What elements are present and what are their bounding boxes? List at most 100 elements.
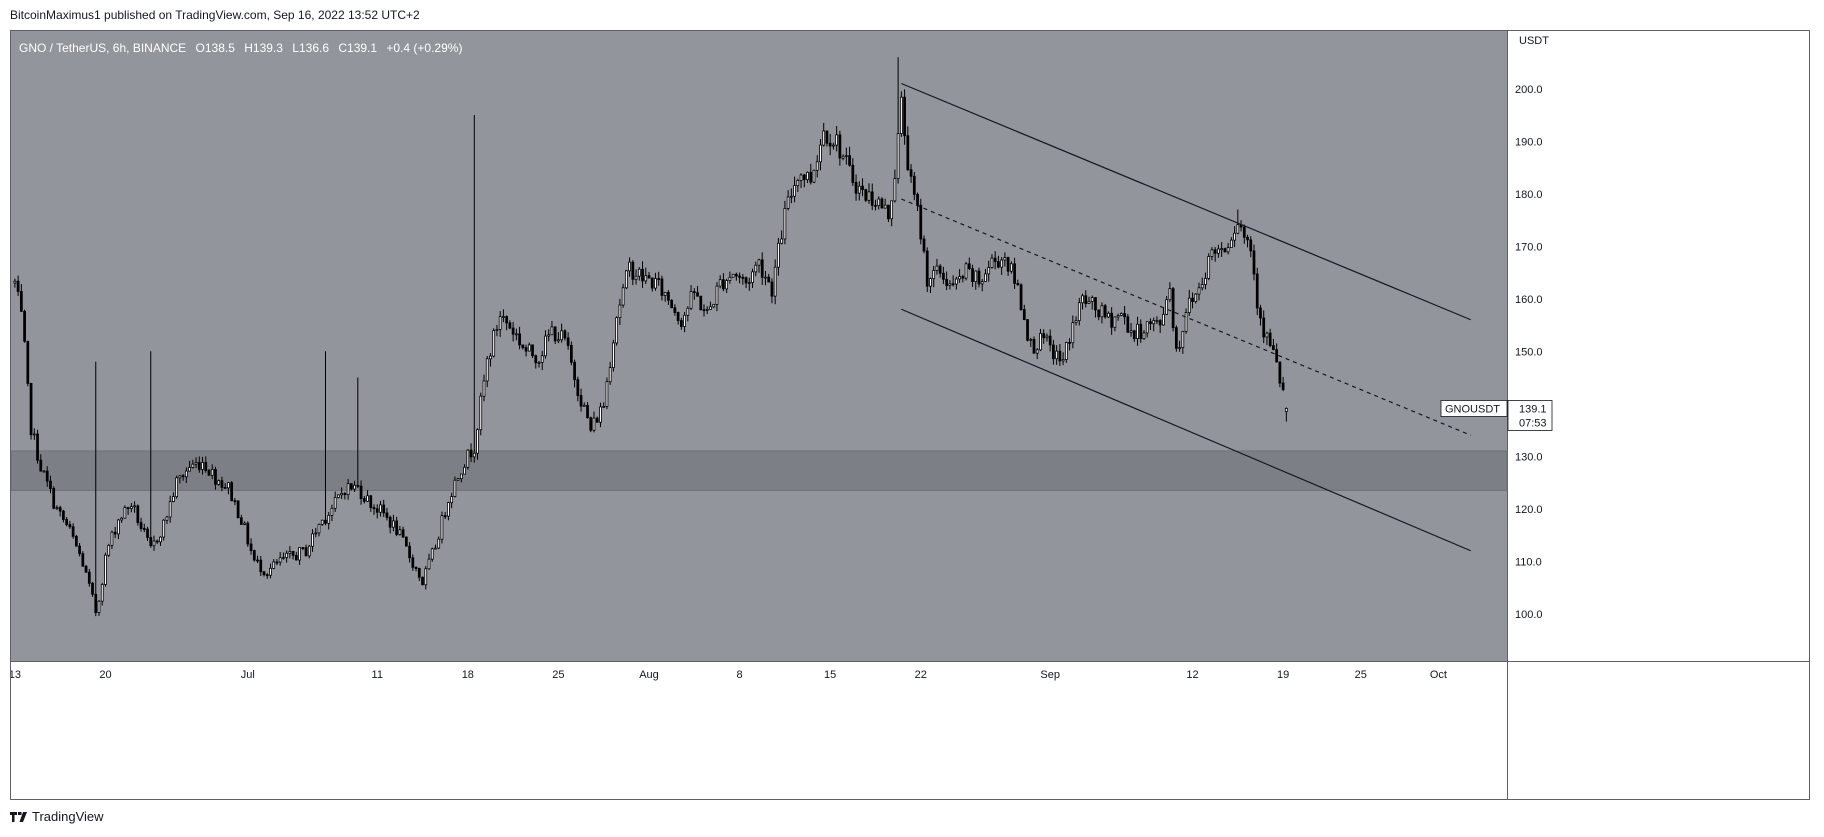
channel-midline-dashed[interactable] <box>901 198 1471 436</box>
candle-body <box>55 507 59 510</box>
symbol-legend: GNO / TetherUS, 6h, BINANCE O138.5 H139.… <box>19 41 462 55</box>
candle-body <box>13 280 17 284</box>
candle-body <box>1068 342 1071 344</box>
candle-body <box>780 238 784 244</box>
candle-body <box>809 171 813 183</box>
candle-body <box>340 492 344 496</box>
candle-body <box>262 571 266 576</box>
candle-body <box>26 340 30 384</box>
channel-lower-line[interactable] <box>901 308 1471 552</box>
candle-body <box>1103 305 1107 318</box>
candle-body <box>417 568 421 578</box>
candle-body <box>366 495 369 502</box>
candle-body <box>447 502 450 517</box>
candle-body <box>62 510 65 520</box>
candle-body <box>1187 297 1191 314</box>
candle-body <box>68 524 72 528</box>
candle-body <box>1268 332 1272 347</box>
candle-body <box>718 279 722 287</box>
candle-body <box>660 278 664 296</box>
candle-body <box>874 204 877 207</box>
candle-body <box>32 433 36 436</box>
candle-body <box>712 303 716 308</box>
candle-body <box>783 207 787 240</box>
candle-body <box>644 275 648 282</box>
candle-body <box>948 283 952 286</box>
candle-body <box>1039 333 1042 351</box>
candle-body <box>851 164 855 183</box>
legend-high-value: 139.3 <box>252 41 283 55</box>
legend-high-label: H <box>244 41 253 55</box>
candle-body <box>844 155 848 157</box>
support-zone[interactable] <box>11 450 1508 491</box>
candle-body <box>217 480 221 485</box>
legend-symbol[interactable]: GNO / TetherUS, 6h, BINANCE <box>19 41 187 55</box>
published-by-line: BitcoinMaximus1 published on TradingView… <box>10 8 420 22</box>
candle-body <box>1081 295 1084 304</box>
candle-body <box>188 467 191 472</box>
candle-body <box>123 507 127 519</box>
candle-body <box>741 276 745 279</box>
candle-body <box>929 278 932 287</box>
candle-body <box>155 540 159 543</box>
candle-body <box>133 505 136 508</box>
last-price-tag[interactable]: GNOUSDT 139.1 07:53 <box>1440 400 1553 431</box>
candle-body <box>793 185 796 197</box>
candle-body <box>767 276 771 283</box>
candle-body <box>49 480 52 489</box>
chart-panel[interactable]: USDT100.0110.0120.0130.0140.0150.0160.01… <box>10 30 1810 800</box>
legend-close-label: C <box>338 41 348 55</box>
candle-body <box>502 316 505 318</box>
candle-body <box>1077 302 1081 322</box>
candle-body <box>246 522 250 545</box>
candle-body <box>1174 327 1178 349</box>
legend-change: +0.4 (+0.29%) <box>386 41 463 55</box>
candle-body <box>74 535 78 547</box>
candle-body <box>828 142 832 147</box>
candle-body <box>1126 316 1130 333</box>
candle-body <box>912 175 916 195</box>
candle-body <box>1265 332 1269 338</box>
candle-body <box>557 339 560 342</box>
candle-body <box>909 169 913 177</box>
price-tick-label: 190.0 <box>1515 136 1543 148</box>
candle-body <box>375 508 379 513</box>
price-tick-label: 180.0 <box>1515 189 1543 201</box>
candle-body <box>159 536 162 543</box>
candle-body <box>738 275 741 278</box>
candle-body <box>120 517 124 521</box>
candle-body <box>1022 309 1026 321</box>
candle-body <box>870 191 874 206</box>
candle-body <box>1042 333 1046 339</box>
tradingview-footer[interactable]: TradingView <box>10 809 104 824</box>
symbol-tag-label: GNOUSDT <box>1445 403 1500 415</box>
candle-body <box>524 347 528 352</box>
candle-body <box>1210 249 1214 257</box>
candle-body <box>142 528 146 530</box>
time-tick-label: 15 <box>824 669 836 681</box>
candle-body <box>1048 335 1052 346</box>
candle-body <box>586 404 589 419</box>
time-tick-label: Aug <box>639 669 659 681</box>
candle-body <box>385 512 389 518</box>
candle-body <box>508 322 512 329</box>
legend-open-value: 138.5 <box>204 41 235 55</box>
candle-body <box>52 488 56 509</box>
candle-body <box>1074 320 1078 324</box>
candle-body <box>482 380 486 397</box>
price-chart[interactable]: USDT100.0110.0120.0130.0140.0150.0160.01… <box>11 31 1809 799</box>
candle-body <box>343 492 347 496</box>
channel-upper-line[interactable] <box>901 82 1471 321</box>
candle-body <box>760 259 764 278</box>
candle-body <box>1191 297 1194 302</box>
tradingview-logo-icon <box>10 811 27 822</box>
candle-body <box>104 554 107 585</box>
candle-body <box>974 270 978 283</box>
candle-body <box>1100 305 1104 318</box>
candle-body <box>333 497 337 509</box>
candle-body <box>369 495 373 508</box>
candle-body <box>815 161 819 171</box>
candle-body <box>1003 257 1007 261</box>
candle-body <box>650 277 654 289</box>
candle-body <box>42 470 46 473</box>
